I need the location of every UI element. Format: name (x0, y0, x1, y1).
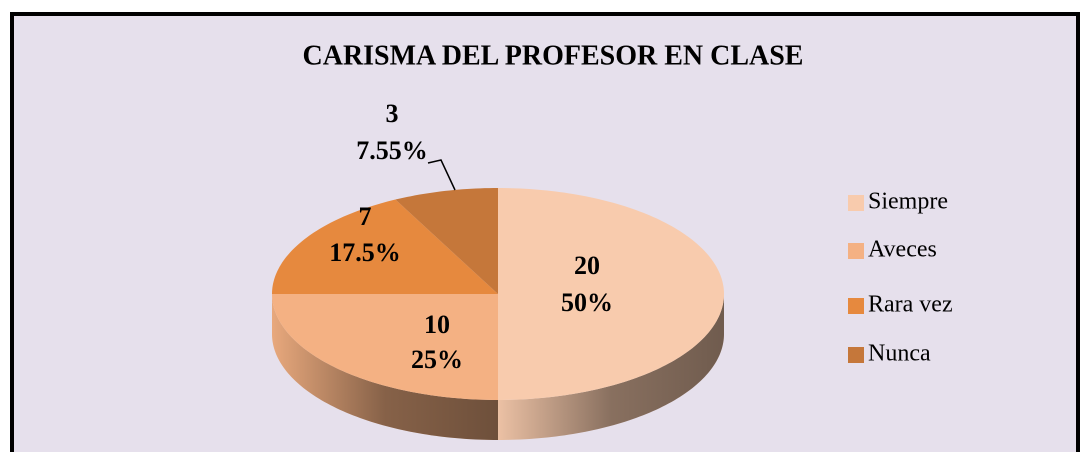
legend-label: Aveces (868, 237, 937, 263)
legend-label: Nunca (868, 341, 931, 367)
percent-label: 7.55% (356, 136, 428, 165)
pie-slice (272, 294, 498, 400)
pie (272, 188, 724, 440)
legend-swatch (848, 243, 864, 259)
pie-slice (272, 199, 498, 294)
value-label: 20 (574, 251, 600, 280)
value-label: 3 (386, 99, 399, 128)
pie-side-shade (498, 294, 724, 440)
labels: 20 50% 10 25% 7 17.5% 3 7.55% (329, 99, 613, 374)
legend-swatch (848, 195, 864, 211)
pie-slice (395, 188, 498, 294)
percent-label: 17.5% (329, 238, 401, 267)
legend-swatch (848, 347, 864, 363)
value-label: 10 (424, 310, 450, 339)
legend-swatch (848, 298, 864, 314)
percent-label: 50% (561, 288, 613, 317)
legend-label: Siempre (868, 189, 948, 215)
legend: Siempre Aveces Rara vez Nunca (848, 189, 953, 367)
pie-slice (498, 188, 724, 400)
pie-side-shade (272, 294, 498, 440)
legend-label: Rara vez (868, 292, 953, 318)
chart-title: CARISMA DEL PROFESOR EN CLASE (303, 40, 804, 71)
leader-line (427, 159, 456, 191)
value-label: 7 (359, 202, 372, 231)
percent-label: 25% (411, 345, 463, 374)
